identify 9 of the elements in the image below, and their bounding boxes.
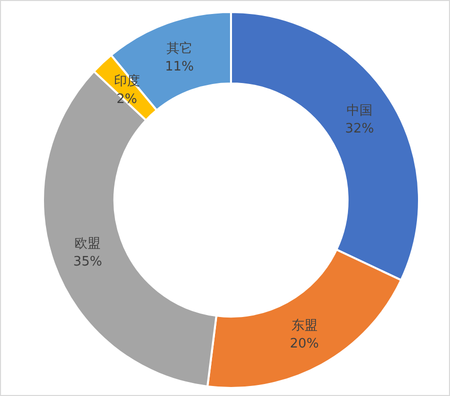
slice-label: 东盟 xyxy=(291,318,318,334)
data-label: 11% xyxy=(164,60,194,75)
data-label: 20% xyxy=(290,336,319,352)
slice-label: 其它 xyxy=(166,40,192,57)
slice-label: 中国 xyxy=(346,103,373,118)
slice-label: 欧盟 xyxy=(74,236,101,252)
data-label: 35% xyxy=(73,254,102,270)
data-label: 32% xyxy=(345,121,374,136)
slice-label: 印度 xyxy=(114,72,140,89)
